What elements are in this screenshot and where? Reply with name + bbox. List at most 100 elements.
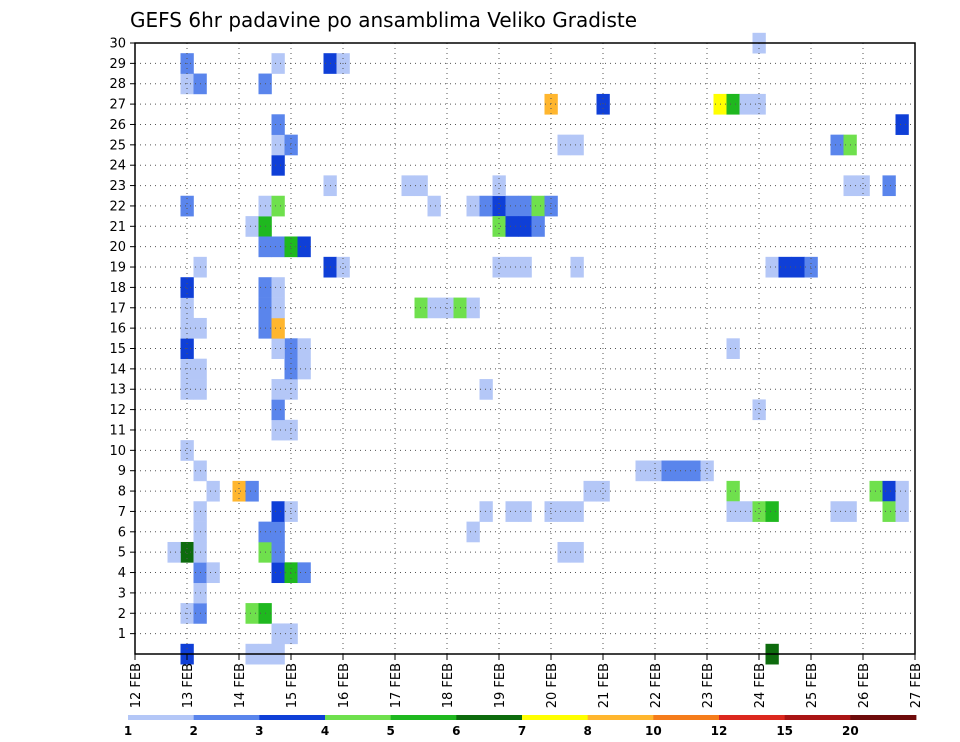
precip-cell: [466, 297, 480, 319]
precip-cell: [739, 93, 753, 115]
precip-cell: [895, 114, 909, 135]
colorbar-segment: [719, 715, 786, 720]
precip-cell: [401, 175, 415, 197]
y-tick-label: 19: [109, 261, 126, 276]
y-tick-label: 11: [109, 423, 126, 438]
precip-cell: [869, 480, 883, 502]
precip-cell: [596, 93, 610, 115]
colorbar-segment: [193, 715, 260, 720]
precip-cell: [895, 501, 909, 522]
precip-cell: [414, 297, 428, 319]
x-tick-label: 16 FEB: [337, 663, 352, 708]
x-tick-label: 26 FEB: [857, 663, 872, 708]
precip-cell: [284, 134, 298, 156]
precip-cell: [271, 317, 285, 339]
precip-cell: [284, 501, 298, 522]
precip-cell: [882, 175, 896, 197]
precip-cell: [180, 358, 194, 380]
colorbar-label: 12: [711, 724, 728, 738]
precip-cell: [271, 623, 285, 645]
x-tick-label: 17 FEB: [389, 663, 404, 708]
colorbar-label: 6: [452, 724, 460, 738]
precip-cell: [271, 501, 285, 522]
precip-cell: [245, 216, 259, 237]
y-tick-label: 10: [109, 444, 126, 459]
colorbar-label: 8: [583, 724, 591, 738]
x-tick-label: 20 FEB: [545, 663, 560, 708]
y-tick-label: 29: [109, 57, 126, 72]
precip-cell: [791, 256, 805, 278]
colorbar-legend: 1 2 3 4 5 6 7 8 10 12 15 20: [124, 715, 917, 738]
precip-cell: [167, 541, 181, 563]
precip-cell: [245, 603, 259, 624]
y-tick-label: 16: [109, 322, 126, 337]
precip-cell: [271, 521, 285, 543]
x-tick-label: 19 FEB: [493, 663, 508, 708]
precip-cell: [479, 501, 493, 522]
precip-cell: [570, 501, 584, 522]
precip-cell: [466, 195, 480, 217]
colorbar-label: 4: [321, 724, 329, 738]
precip-cell: [505, 256, 519, 278]
precip-cell: [856, 175, 870, 197]
y-tick-label: 26: [109, 118, 126, 133]
x-tick-label: 27 FEB: [909, 663, 924, 708]
precip-cell: [687, 460, 701, 482]
precip-cell: [271, 297, 285, 319]
colorbar-label: 10: [645, 724, 662, 738]
x-tick-label: 25 FEB: [805, 663, 820, 708]
precip-cell: [271, 562, 285, 584]
chart-title: GEFS 6hr padavine po ansamblima Veliko G…: [130, 8, 637, 32]
y-tick-label: 20: [109, 240, 126, 255]
x-tick-label: 23 FEB: [701, 663, 716, 708]
precip-cell: [297, 358, 311, 380]
precip-cell: [427, 195, 441, 217]
colorbar-segment: [653, 715, 720, 720]
precip-cell: [271, 195, 285, 217]
precip-cell: [544, 93, 558, 115]
colorbar-segment: [128, 715, 195, 720]
precip-cell: [284, 562, 298, 584]
precip-cell: [245, 480, 259, 502]
precip-cell: [882, 501, 896, 522]
precip-cell: [570, 134, 584, 156]
y-tick-label: 23: [109, 179, 126, 194]
y-tick-label: 14: [109, 362, 126, 377]
y-tick-label: 1: [118, 627, 126, 642]
precip-cell: [271, 155, 285, 176]
precip-cell: [232, 480, 246, 502]
precip-cell: [596, 480, 610, 502]
colorbar-label: 15: [776, 724, 793, 738]
colorbar-label: 20: [842, 724, 859, 738]
precip-cell: [180, 277, 194, 298]
precip-cell: [531, 195, 545, 217]
precip-cell: [557, 541, 571, 563]
y-tick-label: 3: [118, 586, 126, 601]
x-tick-label: 15 FEB: [285, 663, 300, 708]
precip-cell: [726, 93, 740, 115]
precip-cell: [284, 236, 298, 258]
precip-cell: [271, 379, 285, 400]
precip-cell: [557, 134, 571, 156]
y-tick-label: 18: [109, 281, 126, 296]
precip-cell: [752, 501, 766, 522]
y-tick-label: 6: [118, 525, 126, 540]
precip-cell: [726, 480, 740, 502]
y-tick-label: 21: [109, 220, 126, 235]
y-tick-label: 15: [109, 342, 126, 357]
y-tick-label: 9: [118, 464, 126, 479]
precip-cell: [895, 480, 909, 502]
precip-cell: [544, 501, 558, 522]
precip-cell: [752, 399, 766, 421]
colorbar-label: 7: [518, 724, 526, 738]
precip-cell: [505, 501, 519, 522]
precip-cell: [479, 379, 493, 400]
precip-cell: [492, 256, 506, 278]
colorbar-segment: [456, 715, 523, 720]
precip-cell: [180, 195, 194, 217]
precip-cell: [414, 175, 428, 197]
precip-cell: [830, 134, 844, 156]
x-axis-ticks: 12 FEB 13 FEB 14 FEB 15 FEB 16 FEB 17 FEB 18 F…: [129, 654, 924, 708]
precip-cell: [765, 256, 779, 278]
